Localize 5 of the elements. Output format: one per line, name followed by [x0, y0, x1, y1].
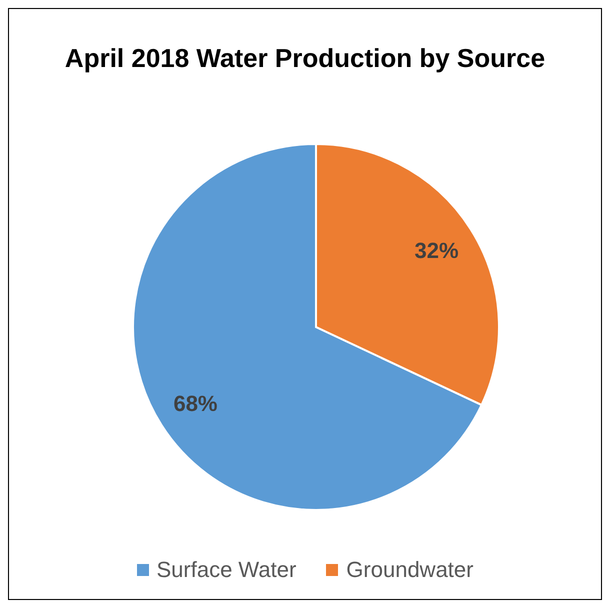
- chart-title: April 2018 Water Production by Source: [64, 43, 546, 74]
- legend-label: Surface Water: [156, 557, 296, 583]
- legend-label: Groundwater: [346, 557, 474, 583]
- data-label: 68%: [173, 390, 218, 416]
- data-label: 32%: [414, 238, 459, 264]
